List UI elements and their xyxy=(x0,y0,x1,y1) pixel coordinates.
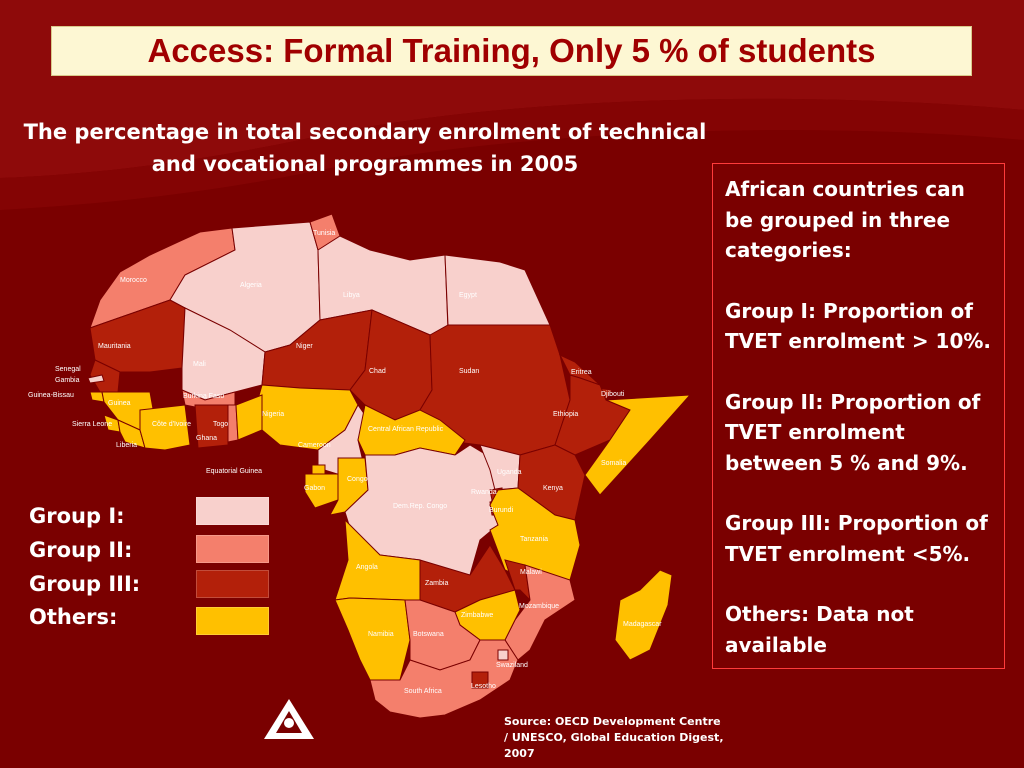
map-subtitle: The percentage in total secondary enrolm… xyxy=(23,120,707,176)
title-banner: Access: Formal Training, Only 5 % of stu… xyxy=(51,26,972,76)
label-senegal: Senegal xyxy=(55,366,81,373)
label-kenya: Kenya xyxy=(543,485,563,492)
country-mozambique xyxy=(504,564,576,661)
label-mauritania: Mauritania xyxy=(98,343,131,350)
legend-swatch-group-2 xyxy=(196,535,269,563)
label-eritrea: Eritrea xyxy=(571,369,592,376)
label-nigeria: Nigeria xyxy=(262,411,284,418)
info-group-3: Group III: Proportion of TVET enrolment … xyxy=(725,511,988,566)
organization-logo xyxy=(264,699,314,739)
legend-swatch-group-1 xyxy=(196,497,269,525)
label-burkina-faso: Burkina Faso xyxy=(183,393,224,400)
label-cote-divoire: Côte d'Ivoire xyxy=(152,421,191,428)
label-tanzania: Tanzania xyxy=(520,536,548,543)
label-libya: Libya xyxy=(343,292,360,299)
info-box: African countries can be grouped in thre… xyxy=(712,163,1005,669)
label-ghana: Ghana xyxy=(196,435,217,442)
label-swaziland: Swaziland xyxy=(496,662,528,669)
label-gabon: Gabon xyxy=(304,485,325,492)
label-guinea: Guinea xyxy=(108,400,131,407)
label-lesotho: Lesotho xyxy=(471,683,496,690)
label-guinea-bissau: Guinea-Bissau xyxy=(28,392,74,399)
legend-label-others: Others: xyxy=(29,605,118,629)
country-lesotho xyxy=(471,671,489,689)
source-citation: Source: OECD Development Centre / UNESCO… xyxy=(504,715,724,760)
legend-label-group-2: Group II: xyxy=(29,538,133,562)
country-ghana xyxy=(194,404,229,449)
country-equatorial-guinea xyxy=(311,464,326,475)
label-south-africa: South Africa xyxy=(404,688,442,695)
country-gabon xyxy=(304,473,339,509)
label-djibouti: Djibouti xyxy=(601,391,625,398)
legend-label-group-3: Group III: xyxy=(29,572,141,596)
label-zimbabwe: Zimbabwe xyxy=(461,612,493,619)
country-south-africa xyxy=(369,639,519,719)
label-madagascar: Madagascar xyxy=(623,621,662,628)
label-liberia: Liberia xyxy=(116,442,137,449)
legend-swatch-others xyxy=(196,607,269,635)
label-sierra-leone: Sierra Leone xyxy=(72,421,112,428)
label-burundi: Burundi xyxy=(489,507,514,514)
label-niger: Niger xyxy=(296,343,313,350)
label-namibia: Namibia xyxy=(368,631,394,638)
label-cameroon: Cameroon xyxy=(298,442,331,449)
label-mali: Mali xyxy=(193,361,206,368)
label-congo: Congo xyxy=(347,476,368,483)
label-togo: Togo xyxy=(213,421,228,428)
info-others: Others: Data not available xyxy=(725,602,914,657)
country-gambia xyxy=(87,374,105,384)
info-group-2: Group II: Proportion of TVET enrolment b… xyxy=(725,389,981,475)
label-mozambique: Mozambique xyxy=(519,603,559,610)
country-madagascar xyxy=(614,569,673,661)
country-somalia xyxy=(584,394,692,496)
legend-swatch-group-3 xyxy=(196,570,269,598)
label-egypt: Egypt xyxy=(459,292,477,299)
label-algeria: Algeria xyxy=(240,282,262,289)
label-morocco: Morocco xyxy=(120,277,147,284)
country-namibia xyxy=(334,597,411,681)
label-somalia: Somalia xyxy=(601,460,626,467)
country-liberia xyxy=(117,419,146,449)
legend-label-group-1: Group I: xyxy=(29,504,125,528)
label-tunisia: Tunisia xyxy=(313,230,335,237)
label-rwanda: Rwanda xyxy=(471,489,497,496)
label-gambia: Gambia xyxy=(55,377,80,384)
info-intro: African countries can be grouped in thre… xyxy=(725,177,965,262)
country-malawi xyxy=(504,559,531,602)
label-uganda: Uganda xyxy=(497,469,522,476)
label-zambia: Zambia xyxy=(425,580,448,587)
label-malawi: Malawi xyxy=(520,569,542,576)
label-botswana: Botswana xyxy=(413,631,444,638)
country-benin-area xyxy=(235,394,263,441)
label-angola: Angola xyxy=(356,564,378,571)
label-ethiopia: Ethiopia xyxy=(553,411,578,418)
label-car: Central African Republic xyxy=(368,426,444,433)
country-swaziland xyxy=(497,649,509,661)
country-egypt xyxy=(444,254,551,326)
slide-title: Access: Formal Training, Only 5 % of stu… xyxy=(147,32,876,69)
info-group-1: Group I: Proportion of TVET enrolment > … xyxy=(725,298,992,354)
label-sudan: Sudan xyxy=(459,368,479,375)
label-chad: Chad xyxy=(369,368,386,375)
label-drc: Dem.Rep. Congo xyxy=(393,503,447,510)
label-equatorial-guinea: Equatorial Guinea xyxy=(206,468,262,475)
